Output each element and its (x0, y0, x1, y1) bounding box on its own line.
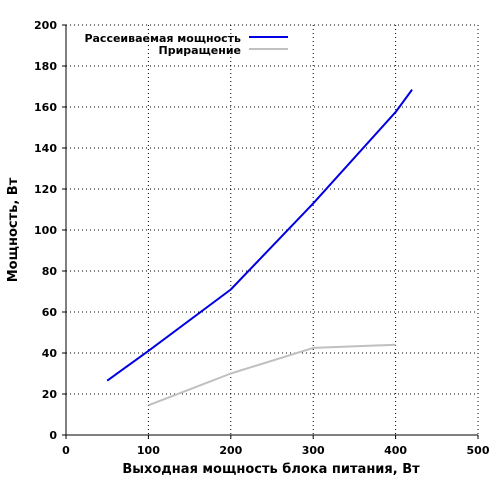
series-line-1 (148, 343, 396, 407)
y-tick-label: 40 (42, 347, 58, 360)
legend-label-increment: Приращение (159, 44, 241, 57)
x-tick-label: 0 (62, 444, 70, 457)
series-line-0 (106, 89, 413, 382)
x-tick-label: 500 (467, 444, 490, 457)
x-tick-label: 100 (137, 444, 160, 457)
y-tick-label: 160 (34, 101, 57, 114)
y-axis-title: Мощность, Вт (6, 177, 21, 282)
x-axis-title: Выходная мощность блока питания, Вт (122, 462, 420, 477)
x-tick-label: 300 (302, 444, 325, 457)
axes: 0 20 40 60 80 100 120 140 160 180 200 0 100 200 300 400… (34, 19, 490, 457)
y-tick-label: 80 (42, 265, 58, 278)
grid (66, 24, 479, 435)
y-tick-label: 0 (49, 429, 57, 442)
y-tick-label: 60 (42, 306, 58, 319)
series-layer (106, 89, 413, 407)
y-tick-label: 140 (34, 142, 57, 155)
y-tick-label: 20 (42, 388, 58, 401)
legend-label-dissipated: Рассеиваемая мощность (84, 32, 241, 45)
y-tick-label: 200 (34, 19, 57, 32)
y-tick-label: 120 (34, 183, 57, 196)
x-tick-label: 400 (384, 444, 407, 457)
y-tick-label: 180 (34, 60, 57, 73)
y-tick-label: 100 (34, 224, 57, 237)
x-tick-label: 200 (219, 444, 242, 457)
legend: Рассеиваемая мощность Приращение (84, 32, 288, 57)
